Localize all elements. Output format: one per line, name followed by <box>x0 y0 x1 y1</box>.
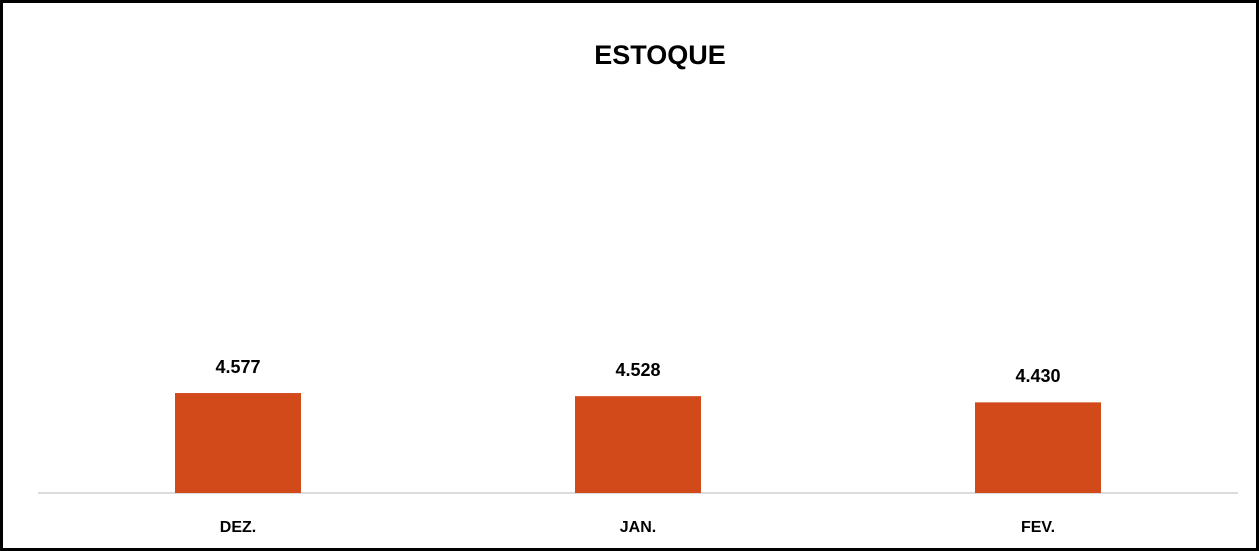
x-tick-label: JAN. <box>620 519 656 536</box>
data-label: 4.430 <box>1015 366 1060 386</box>
x-tick-label: DEZ. <box>220 519 256 536</box>
bar <box>575 396 701 493</box>
data-label: 4.577 <box>215 357 260 377</box>
x-tick-label: FEV. <box>1021 519 1055 536</box>
bar <box>175 393 301 493</box>
chart-title: ESTOQUE <box>594 40 726 70</box>
bar <box>975 402 1101 493</box>
data-label: 4.528 <box>615 360 660 380</box>
